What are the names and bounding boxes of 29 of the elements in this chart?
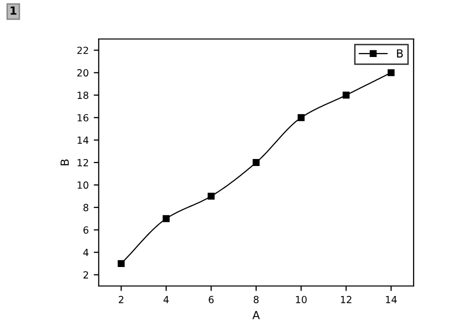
x-tick-label: 14 bbox=[386, 296, 397, 304]
y-tick-label: 8 bbox=[83, 204, 88, 212]
y-tick-label: 2 bbox=[84, 271, 88, 278]
y-tick-label: 10 bbox=[78, 181, 88, 189]
y-tick-label: 12 bbox=[78, 158, 88, 166]
x-tick-label: 12 bbox=[341, 296, 352, 304]
point bbox=[342, 92, 350, 99]
point bbox=[162, 215, 170, 222]
legend-label: B bbox=[397, 49, 403, 58]
x-tick-label: 2 bbox=[118, 296, 124, 304]
y-tick-label: 6 bbox=[83, 226, 88, 234]
x-axis-title: A bbox=[252, 311, 260, 320]
text: 1 bbox=[10, 6, 16, 15]
point bbox=[388, 69, 395, 76]
point bbox=[118, 260, 125, 268]
x-tick-label: 6 bbox=[208, 296, 214, 304]
y-tick-label: 4 bbox=[83, 248, 88, 256]
x-tick-label: 8 bbox=[254, 296, 259, 304]
point bbox=[252, 159, 260, 166]
y-tick-label: 18 bbox=[78, 92, 88, 99]
point bbox=[298, 114, 305, 122]
y-tick-label: 20 bbox=[77, 69, 88, 77]
y-axis-title: B bbox=[60, 159, 69, 166]
x-tick-label: 4 bbox=[164, 296, 169, 304]
y-tick-label: 22 bbox=[77, 46, 88, 54]
y-tick-label: 14 bbox=[78, 136, 88, 144]
y-tick-label: 16 bbox=[78, 114, 88, 122]
point bbox=[208, 192, 215, 200]
x-tick-label: 10 bbox=[296, 296, 307, 304]
